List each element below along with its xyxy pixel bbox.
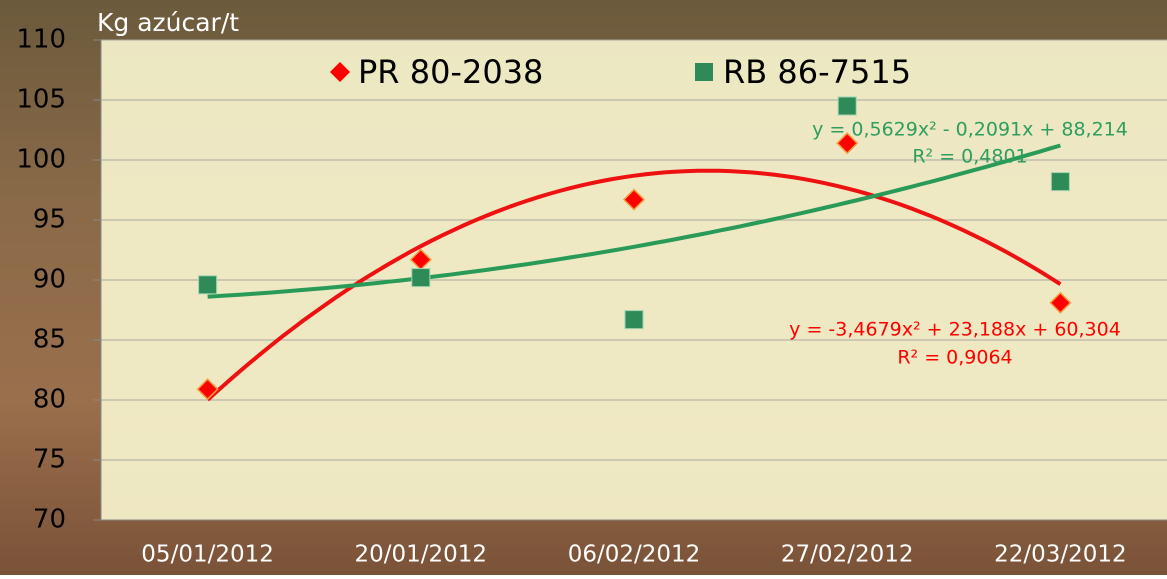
y-axis-label: Kg azúcar/t <box>97 8 239 37</box>
x-tick-label: 22/03/2012 <box>994 542 1127 568</box>
legend-label: RB 86-7515 <box>723 53 911 91</box>
y-tick-label: 85 <box>33 325 66 355</box>
y-tick-label: 105 <box>16 85 66 115</box>
y-tick-label: 80 <box>33 385 66 415</box>
legend-marker <box>695 63 713 81</box>
trendline-equation: R² = 0,4801 <box>912 146 1027 168</box>
x-tick-label: 05/01/2012 <box>141 542 274 568</box>
trendline-equation: R² = 0,9064 <box>897 347 1012 369</box>
y-tick-label: 75 <box>33 445 66 475</box>
x-tick-label: 27/02/2012 <box>781 542 914 568</box>
trendline-equation: y = -3,4679x² + 23,188x + 60,304 <box>789 319 1121 341</box>
data-point <box>838 97 856 115</box>
y-tick-label: 95 <box>33 205 66 235</box>
y-tick-label: 70 <box>33 505 66 535</box>
trendline-equation: y = 0,5629x² - 0,2091x + 88,214 <box>812 119 1128 141</box>
chart: Kg azúcar/t 70 75 80 85 90 95 100 105 110 05/01/2… <box>0 0 1167 575</box>
data-point <box>199 276 217 294</box>
data-point <box>412 269 430 287</box>
y-tick-label: 110 <box>16 25 66 55</box>
x-tick-label: 20/01/2012 <box>355 542 488 568</box>
x-tick-label: 06/02/2012 <box>568 542 701 568</box>
y-tick-label: 90 <box>33 265 66 295</box>
legend-label: PR 80-2038 <box>358 53 543 91</box>
y-tick-label: 100 <box>16 145 66 175</box>
data-point <box>625 311 643 329</box>
data-point <box>1051 173 1069 191</box>
